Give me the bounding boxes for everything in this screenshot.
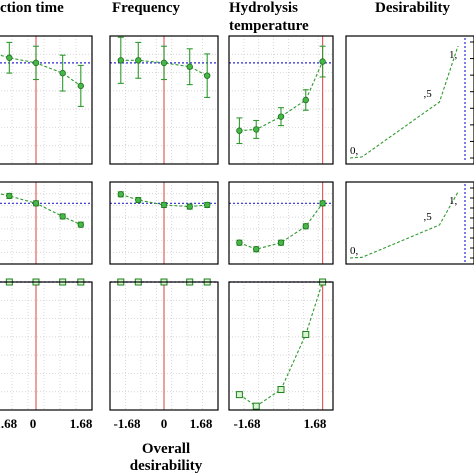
desirability-label-0: 0, — [350, 245, 359, 257]
data-point — [135, 196, 142, 204]
header-desirability: Desirability — [375, 0, 450, 16]
series-line — [239, 61, 324, 132]
panel-frame — [0, 281, 93, 411]
data-point — [302, 223, 309, 230]
data-point — [59, 213, 66, 220]
data-point — [203, 72, 211, 79]
data-point — [186, 203, 193, 210]
series-line — [120, 193, 208, 208]
x-tick-col1-min: -1.68 — [0, 416, 18, 431]
panel-frame — [228, 181, 334, 265]
data-point — [32, 59, 40, 67]
data-point — [32, 200, 40, 207]
data-point — [160, 201, 168, 209]
data-point — [302, 330, 310, 338]
panel-frame — [0, 181, 93, 265]
data-point — [6, 54, 13, 61]
desirability-curve — [349, 45, 459, 159]
desirability-panel-r2: 0, ,5 1, — [345, 181, 474, 265]
profile-panels: 0, ,5 1, 0, ,5 1, — [0, 35, 474, 411]
data-point — [252, 402, 260, 410]
data-point — [236, 127, 243, 134]
data-point — [6, 192, 13, 200]
desirability-frame — [345, 35, 474, 165]
panel-r2-c2 — [109, 181, 219, 265]
header-frequency: Frequency — [112, 0, 181, 16]
panel-r2-c1 — [0, 181, 93, 265]
data-point — [186, 63, 193, 70]
panel-frame — [228, 281, 334, 411]
x-tick-col3-min: -1.68 — [233, 416, 261, 431]
x-tick-col3-max: 1.68 — [304, 416, 327, 431]
header-reaction-time: ction time — [0, 0, 64, 16]
data-point — [77, 82, 84, 90]
series-line — [120, 59, 208, 77]
data-point — [235, 391, 243, 399]
desirability-curve — [349, 191, 459, 259]
x-tick-col2-max: 1.68 — [190, 416, 213, 431]
panel-r2-c3 — [228, 181, 334, 265]
x-tick-col2-min: -1.68 — [113, 416, 141, 431]
data-point — [277, 239, 285, 246]
panel-frame — [228, 35, 334, 165]
series-line — [239, 202, 324, 250]
data-point — [319, 200, 326, 207]
header-hydrolysis-line1: Hydrolysis — [229, 0, 298, 16]
panel-r1-c3 — [228, 35, 334, 165]
panel-r3-c3 — [228, 278, 334, 411]
data-point — [160, 59, 168, 67]
panel-frame — [109, 181, 219, 265]
x-tick-col1-max: 1.68 — [70, 416, 93, 431]
data-point — [77, 221, 84, 228]
panel-r1-c2 — [109, 35, 219, 165]
panel-r1-c1 — [0, 35, 93, 165]
x-tick-col1-mid: 0 — [30, 416, 37, 431]
panel-frame — [109, 281, 219, 411]
footer-desirability: desirability — [130, 458, 203, 474]
data-point — [253, 126, 260, 133]
footer-overall: Overall — [142, 441, 190, 457]
desirability-label-half: ,5 — [423, 211, 432, 223]
data-point — [319, 58, 326, 65]
data-point — [277, 386, 285, 394]
data-point — [117, 191, 124, 198]
data-point — [59, 69, 66, 77]
desirability-label-1: 1, — [449, 49, 458, 61]
header-hydrolysis-line2: temperature — [229, 18, 309, 34]
desirability-label-0: 0, — [350, 145, 359, 157]
x-tick-col2-mid: 0 — [161, 416, 168, 431]
desirability-label-1: 1, — [449, 195, 458, 207]
data-point — [302, 96, 309, 104]
panel-frame — [0, 35, 93, 165]
panel-r3-c2 — [109, 278, 219, 411]
data-point — [203, 201, 211, 209]
data-point — [277, 113, 285, 120]
desirability-frame — [345, 181, 474, 265]
data-point — [253, 246, 260, 253]
desirability-panel-r1: 0, ,5 1, — [345, 35, 474, 165]
desirability-label-half: ,5 — [423, 88, 432, 100]
data-point — [117, 57, 124, 64]
data-point — [236, 239, 243, 246]
data-point — [135, 57, 142, 64]
panel-frame — [109, 35, 219, 165]
panel-r3-c1 — [0, 278, 93, 411]
